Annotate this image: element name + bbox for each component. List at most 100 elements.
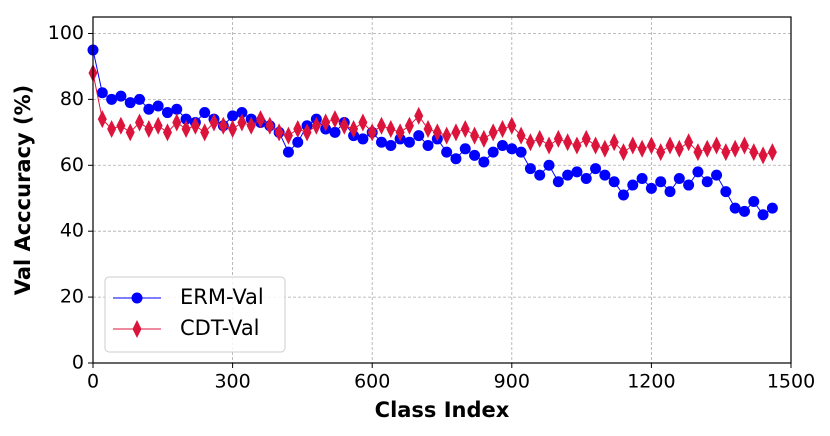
marker [116,116,126,135]
marker [339,116,349,135]
marker [684,133,694,152]
marker [693,143,703,162]
marker [470,126,480,145]
marker [712,136,722,155]
marker [535,129,545,148]
y-tick-label: 100 [48,22,84,44]
marker [515,146,527,158]
marker [656,143,666,162]
x-tick-label: 600 [354,371,390,393]
marker [376,136,388,148]
x-tick-label: 300 [214,371,250,393]
marker [479,129,489,148]
marker [97,110,107,129]
marker [321,113,331,132]
marker [256,110,266,129]
marker [450,153,462,165]
marker [590,163,602,175]
marker [766,202,778,214]
marker [451,123,461,142]
marker [246,116,256,135]
marker [386,120,396,139]
marker [152,100,164,112]
marker [627,179,639,191]
marker [552,176,564,188]
marker [292,136,304,148]
marker [265,116,275,135]
marker [524,163,536,175]
marker [274,123,284,142]
marker [516,126,526,145]
marker [543,159,555,171]
marker [422,140,434,152]
marker [283,126,293,145]
marker [507,116,517,135]
marker [720,186,732,198]
marker [218,116,228,135]
marker [701,176,713,188]
marker [553,129,563,148]
marker [441,146,453,158]
marker [599,169,611,181]
marker [432,123,442,142]
marker [757,209,769,221]
marker [748,196,760,208]
marker [209,113,219,132]
marker [442,126,452,145]
marker [469,149,481,161]
y-axis-label: Val Acccuracy (%) [11,85,35,296]
marker [628,136,638,155]
marker [655,176,667,188]
marker [702,139,712,158]
marker [711,169,723,181]
marker [330,110,340,129]
plot-frame [92,16,792,364]
marker [227,110,239,122]
marker [96,87,108,99]
marker [423,120,433,139]
marker [488,123,498,142]
marker [171,103,183,115]
marker [497,120,507,139]
marker [591,136,601,155]
series [87,44,778,221]
marker [404,116,414,135]
marker [739,136,749,155]
marker [385,140,397,152]
marker [600,139,610,158]
y-tick-label: 60 [60,154,84,176]
marker [413,130,425,142]
marker [459,143,471,155]
marker [562,169,574,181]
marker [749,143,759,162]
y-tick-label: 0 [72,352,84,374]
marker [758,146,768,165]
marker [636,172,648,184]
marker [237,113,247,132]
marker [403,136,415,148]
marker [496,140,508,152]
marker [124,97,136,109]
marker [692,166,704,178]
marker [199,107,211,119]
marker [571,166,583,178]
y-tick-label: 80 [60,88,84,110]
y-tick-label: 20 [60,286,84,308]
marker [525,133,535,152]
marker [125,123,135,142]
marker [135,113,145,132]
marker [738,205,750,217]
marker [395,123,405,142]
marker [180,113,192,125]
marker [645,182,657,194]
marker [236,107,248,119]
marker [478,156,490,168]
marker [618,143,628,162]
marker [349,120,359,139]
marker [106,93,118,105]
marker [580,172,592,184]
marker [377,116,387,135]
legend-label: CDT-Val [180,316,260,340]
marker [329,126,341,138]
